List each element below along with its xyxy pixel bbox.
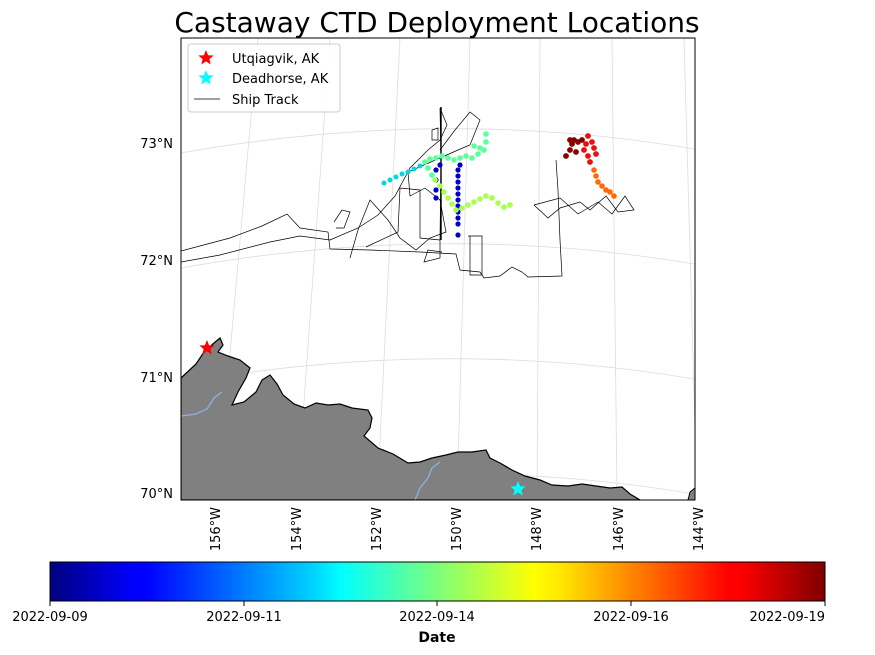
land-mass-east — [687, 487, 695, 500]
lon-tick-labels: 156°W 154°W 152°W 150°W 148°W 146°W 144°… — [209, 507, 707, 551]
lat-tick-73: 73°N — [140, 137, 173, 152]
ctd-stations-final — [563, 137, 585, 159]
legend: Utqiagvik, AK Deadhorse, AK Ship Track — [187, 43, 341, 113]
lat-tick-72: 72°N — [140, 254, 173, 269]
colorbar-tick-3: 2022-09-16 — [593, 610, 669, 625]
lon-tick-150: 150°W — [450, 507, 465, 551]
legend-label-utqiagvik: Utqiagvik, AK — [232, 52, 320, 67]
lat-tick-71: 71°N — [140, 371, 173, 386]
lon-tick-152: 152°W — [370, 507, 385, 551]
lon-tick-156: 156°W — [209, 507, 224, 551]
ctd-stations-transit — [381, 163, 423, 186]
land-mass — [181, 337, 642, 500]
legend-label-deadhorse: Deadhorse, AK — [232, 72, 329, 87]
lon-tick-154: 154°W — [290, 507, 305, 551]
legend-label-ship-track: Ship Track — [232, 93, 299, 108]
lon-tick-144: 144°W — [692, 507, 707, 551]
ship-track — [181, 107, 635, 279]
colorbar-tick-1: 2022-09-11 — [206, 610, 282, 625]
ctd-stations-late-mid — [432, 177, 513, 213]
ctd-stations-orange — [591, 167, 617, 199]
colorbar-tick-4: 2022-09-19 — [749, 610, 825, 625]
colorbar-tick-2: 2022-09-14 — [399, 610, 475, 625]
lat-tick-labels: 73°N 72°N 71°N 70°N — [140, 137, 173, 502]
lon-tick-146: 146°W — [612, 507, 627, 551]
ctd-stations-mid — [422, 131, 489, 178]
rivers — [181, 391, 441, 500]
ctd-stations-late — [581, 133, 599, 165]
colorbar-tick-0: 2022-09-09 — [12, 610, 88, 625]
colorbar-label: Date — [418, 630, 455, 646]
map-title: Castaway CTD Deployment Locations — [174, 6, 699, 39]
lat-tick-70: 70°N — [140, 487, 173, 502]
ctd-stations — [381, 131, 617, 238]
colorbar: 2022-09-09 2022-09-11 2022-09-14 2022-09… — [12, 561, 826, 646]
map-frame — [180, 37, 696, 501]
colorbar-gradient — [49, 561, 826, 602]
map-area: Utqiagvik, AK Deadhorse, AK Ship Track — [181, 38, 695, 500]
lon-tick-148: 148°W — [530, 507, 545, 551]
